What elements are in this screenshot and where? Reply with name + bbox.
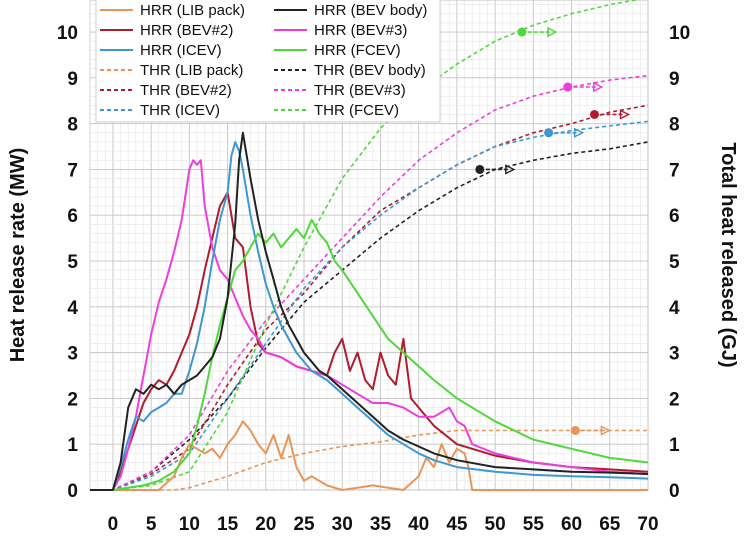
x-tick-label: 0 [108, 514, 119, 535]
marker-arrow-head [619, 109, 631, 120]
y-tick-label-left: 8 [67, 115, 78, 136]
legend-entry: HRR (BEV#2) [140, 22, 233, 39]
series-line [90, 104, 649, 491]
legend-entry: THR (LIB pack) [140, 62, 243, 79]
marker-arrow-head [505, 164, 516, 175]
y-tick-label-right: 4 [669, 298, 680, 319]
x-tick-label: 20 [255, 514, 276, 535]
series-line [90, 420, 648, 491]
y-tick-label-right: 5 [669, 252, 680, 273]
y-tick-label-right: 1 [669, 435, 680, 456]
y-tick-labels-left: 0 1 2 3 4 5 6 7 8 9 10 [57, 23, 79, 502]
y-tick-label-left: 9 [67, 69, 78, 90]
x-tick-label: 50 [485, 514, 506, 535]
marker-dot [570, 425, 580, 435]
legend: HRR (LIB pack) HRR (BEV body) HRR (BEV#2) H… [95, 0, 441, 123]
series-line [90, 218, 649, 491]
y-tick-label-left: 7 [67, 160, 78, 181]
x-tick-label: 45 [446, 514, 468, 535]
y-tick-label-left: 5 [67, 252, 78, 273]
x-tick-label: 60 [561, 514, 582, 535]
x-tick-label: 55 [523, 514, 545, 535]
legend-box [95, 0, 441, 123]
y-tick-label-left: 2 [67, 389, 78, 410]
y-tick-label-right: 8 [669, 115, 680, 136]
x-tick-label: 15 [217, 514, 239, 535]
marker-arrow-head [547, 26, 558, 38]
x-tick-label: 40 [408, 514, 429, 535]
x-tick-label: 5 [146, 514, 157, 535]
x-tick-label: 10 [179, 514, 200, 535]
y-tick-labels-right: 0 1 2 3 4 5 6 7 8 9 10 [669, 23, 690, 502]
y-tick-label-right: 0 [669, 481, 680, 502]
x-tick-label: 25 [293, 514, 315, 535]
series-line [90, 429, 648, 491]
y-tick-label-right: 6 [669, 206, 680, 227]
legend-entry: THR (BEV#3) [314, 82, 406, 99]
legend-entry: HRR (FCEV) [314, 42, 401, 59]
y-tick-label-right: 3 [669, 344, 680, 365]
y-tick-label-left: 3 [67, 344, 78, 365]
x-tick-labels: 0 5 10 15 20 25 30 35 40 45 50 55 60 65 70 [108, 514, 659, 535]
series-line [90, 74, 649, 491]
marker-dot [563, 82, 573, 92]
legend-entry: HRR (BEV#3) [314, 22, 407, 39]
y-tick-label-left: 0 [67, 481, 78, 502]
marker-arrow-head [573, 127, 585, 138]
y-axis-title-right: Total heat released (GJ) [717, 142, 739, 367]
marker-arrow-head [600, 425, 611, 436]
y-tick-label-right: 7 [669, 160, 680, 181]
series-line [90, 131, 649, 491]
x-tick-label: 65 [599, 514, 621, 535]
legend-entry: THR (FCEV) [314, 102, 399, 119]
series-layer [90, 0, 649, 491]
y-axis-title-left: Heat release rate (MW) [7, 148, 29, 363]
y-tick-label-right: 9 [669, 69, 680, 90]
series-line [90, 120, 649, 491]
marker-dot [517, 27, 527, 37]
y-tick-label-right: 10 [669, 23, 690, 44]
y-tick-label-left: 6 [67, 206, 78, 227]
marker-layer [475, 26, 631, 436]
y-tick-label-left: 1 [67, 435, 78, 456]
series-line [90, 159, 649, 491]
x-tick-label: 35 [370, 514, 392, 535]
marker-dot [589, 109, 599, 119]
legend-entry: HRR (ICEV) [140, 42, 222, 59]
legend-entry: HRR (BEV body) [314, 2, 427, 19]
series-line [90, 0, 640, 491]
legend-entry: THR (BEV#2) [140, 82, 232, 99]
legend-entry: THR (BEV body) [314, 62, 426, 79]
marker-dot [475, 164, 485, 174]
y-tick-label-left: 4 [67, 298, 78, 319]
marker-dot [544, 128, 554, 138]
y-tick-label-left: 10 [57, 23, 78, 44]
y-tick-label-right: 2 [669, 389, 680, 410]
legend-entry: HRR (LIB pack) [140, 2, 245, 19]
legend-entry: THR (ICEV) [140, 102, 220, 119]
x-tick-label: 30 [332, 514, 353, 535]
series-line [90, 141, 649, 491]
marker-arrow-head [593, 81, 604, 93]
x-tick-label: 70 [637, 514, 658, 535]
